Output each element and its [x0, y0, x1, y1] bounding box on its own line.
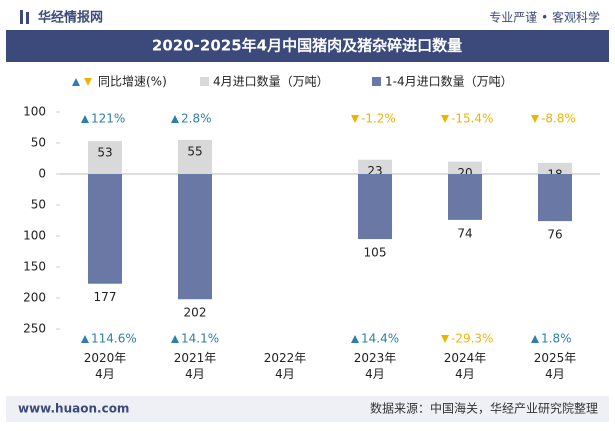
- bar: [178, 139, 212, 174]
- title-bar: [6, 30, 609, 62]
- growth-arrow: [531, 335, 539, 343]
- growth-label: -29.3%: [451, 332, 493, 346]
- data-label: 202: [184, 306, 207, 320]
- x-tick-label: 2023年 4月: [354, 351, 397, 381]
- growth-label: -8.8%: [541, 112, 576, 126]
- bar: [538, 162, 572, 174]
- logo-bar: [20, 10, 23, 24]
- x-tick-label: 2020年 4月: [84, 351, 127, 381]
- growth-arrow: [81, 335, 89, 343]
- logo-bar: [26, 12, 29, 24]
- bar: [178, 174, 212, 300]
- x-tick-label: 2021年 4月: [174, 351, 217, 381]
- legend-label: 同比增速(%): [98, 75, 167, 89]
- growth-arrow: [81, 115, 89, 123]
- data-label: 177: [94, 290, 117, 304]
- growth-arrow: [531, 115, 539, 123]
- growth-label: 1.8%: [541, 332, 572, 346]
- footer-bar: [6, 396, 609, 422]
- growth-label: -15.4%: [451, 112, 493, 126]
- legend-label: 4月进口数量（万吨）: [213, 74, 329, 89]
- data-label: 55: [187, 144, 202, 158]
- data-label: 74: [457, 226, 472, 240]
- x-tick-label: 2024年 4月: [444, 351, 487, 381]
- growth-label: 114.6%: [91, 332, 137, 346]
- bar: [538, 174, 572, 222]
- growth-arrow: [171, 115, 179, 123]
- y-tick-label: 100: [23, 105, 46, 119]
- growth-label: 14.1%: [181, 332, 219, 346]
- bar: [448, 174, 482, 220]
- bar: [448, 161, 482, 174]
- legend-icon: [72, 78, 80, 86]
- growth-arrow: [171, 335, 179, 343]
- growth-label: 2.8%: [181, 112, 212, 126]
- legend-icon: [84, 78, 92, 86]
- growth-arrow: [441, 115, 449, 123]
- y-tick-label: 250: [23, 322, 46, 336]
- growth-arrow: [351, 335, 359, 343]
- bar: [88, 174, 122, 284]
- growth-label: 14.4%: [361, 332, 399, 346]
- slogan: 专业严谨 • 客观科学: [489, 10, 600, 25]
- legend-label: 1-4月进口数量（万吨）: [385, 74, 513, 89]
- chart-title: 2020-2025年4月中国猪肉及猪杂碎进口数量: [152, 37, 462, 55]
- growth-label: 121%: [91, 112, 125, 126]
- y-tick-label: 100: [23, 229, 46, 243]
- y-tick-label: 200: [23, 291, 46, 305]
- bar: [88, 141, 122, 174]
- growth-arrow: [441, 335, 449, 343]
- x-tick-label: 2025年 4月: [534, 351, 577, 381]
- footer-source: 数据来源：中国海关，华经产业研究院整理: [370, 401, 598, 416]
- legend-swatch: [372, 77, 381, 86]
- data-label: 53: [97, 146, 112, 160]
- legend-swatch: [200, 77, 209, 86]
- bar: [358, 174, 392, 240]
- data-label: 76: [547, 228, 562, 242]
- y-tick-label: 150: [23, 260, 46, 274]
- x-tick-label: 2022年 4月: [264, 351, 307, 381]
- y-tick-label: 0: [38, 167, 46, 181]
- data-label: 105: [364, 246, 387, 260]
- y-tick-label: 50: [31, 136, 46, 150]
- y-tick-label: 50: [31, 198, 46, 212]
- footer-site: www.huaon.com: [18, 402, 129, 416]
- brand: 华经情报网: [38, 10, 103, 26]
- growth-arrow: [351, 115, 359, 123]
- growth-label: -1.2%: [361, 112, 396, 126]
- bar: [358, 159, 392, 174]
